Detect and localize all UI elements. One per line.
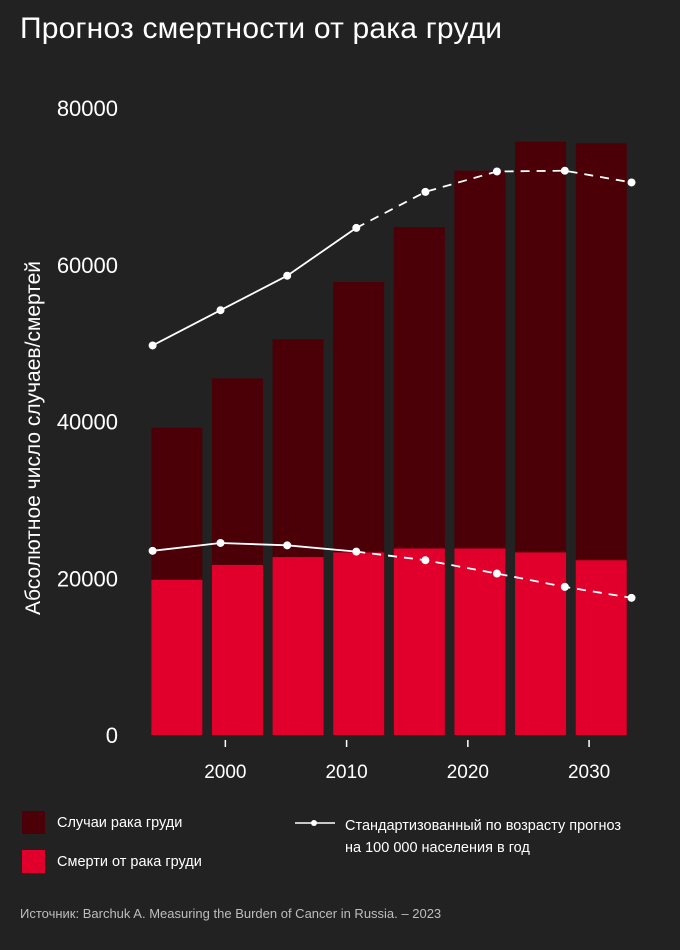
- trend-line-solid: [152, 542, 357, 553]
- y-tick-label: 80000: [57, 96, 118, 121]
- legend-item-cases: Случаи рака груди: [22, 811, 182, 834]
- bar-deaths: [515, 552, 567, 735]
- x-axis: 2000 2010 2020 2030: [204, 740, 610, 783]
- trend-point: [148, 341, 157, 350]
- bar-deaths: [393, 548, 445, 735]
- y-axis: 0 20000 40000 60000 80000: [57, 96, 118, 748]
- legend-label-deaths: Смерти от рака груди: [57, 853, 202, 870]
- legend-swatch-cases: [22, 811, 45, 834]
- trend-point: [560, 582, 569, 591]
- legend-line-marker: [295, 820, 335, 826]
- bar-deaths: [151, 579, 203, 735]
- x-tick-label: 2010: [325, 762, 367, 783]
- legend-item-deaths: Смерти от рака груди: [22, 850, 202, 873]
- x-tick-label: 2000: [204, 762, 246, 783]
- trend-point: [421, 556, 430, 565]
- trend-point: [283, 541, 292, 550]
- trend-point: [352, 223, 361, 232]
- legend-label-line-2: на 100 000 населения в год: [345, 840, 530, 856]
- source-note: Источник: Barchuk A. Measuring the Burde…: [20, 906, 442, 921]
- x-tick-label: 2020: [447, 762, 489, 783]
- y-tick-label: 40000: [57, 410, 118, 435]
- trend-point: [560, 166, 569, 175]
- y-tick-label: 0: [106, 723, 118, 748]
- bar-deaths: [211, 564, 263, 735]
- bars-group: [151, 141, 627, 736]
- trend-point: [216, 306, 225, 315]
- trend-point: [352, 547, 361, 556]
- y-tick-label: 20000: [57, 566, 118, 591]
- bar-deaths: [454, 548, 506, 735]
- y-axis-label: Абсолютное число случаев/смертей: [22, 261, 45, 615]
- x-tick-label: 2030: [568, 762, 610, 783]
- bar-deaths: [272, 557, 324, 735]
- trend-point: [216, 538, 225, 547]
- trend-point: [627, 178, 636, 187]
- bar-deaths: [575, 560, 627, 735]
- bar-deaths: [333, 552, 385, 735]
- trend-point: [421, 187, 430, 196]
- trend-point: [627, 593, 636, 602]
- trend-point: [283, 271, 292, 280]
- legend-item-line: Стандартизованный по возрасту прогноз на…: [345, 815, 621, 859]
- trend-point: [492, 569, 501, 578]
- legend-label-line-1: Стандартизованный по возрасту прогноз: [345, 818, 622, 834]
- y-tick-label: 60000: [57, 253, 118, 278]
- trend-point: [492, 167, 501, 176]
- trend-line-solid: [152, 227, 357, 347]
- lines-group: [148, 166, 636, 602]
- chart-title: Прогноз смертности от рака груди: [20, 12, 503, 45]
- legend-label-cases: Случаи рака груди: [57, 814, 183, 831]
- legend-swatch-deaths: [22, 850, 45, 873]
- trend-point: [148, 546, 157, 555]
- chart: 0 20000 40000 60000 80000 2000 2010 2020 2030 А…: [22, 96, 636, 783]
